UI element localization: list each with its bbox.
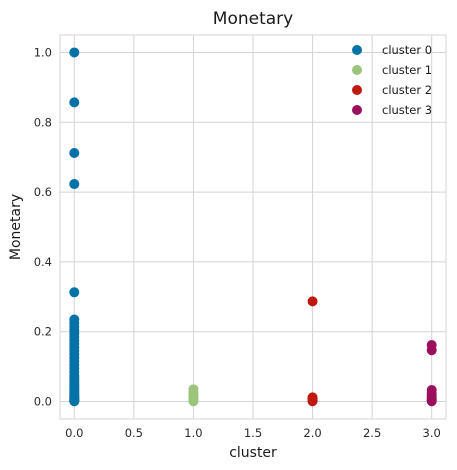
legend-marker — [352, 65, 362, 75]
legend-marker — [352, 105, 362, 115]
x-axis-label: cluster — [229, 445, 277, 461]
legend-label: cluster 1 — [382, 63, 432, 77]
y-tick-labels: 0.0 0.2 0.4 0.6 0.8 1.0 — [34, 45, 52, 408]
y-tick-label: 0.0 — [34, 395, 52, 409]
x-tick-labels: 0.0 0.5 1.0 1.5 2.0 2.5 3.0 — [65, 426, 441, 440]
data-point-cluster-0 — [69, 47, 80, 58]
y-tick-label: 0.8 — [34, 115, 52, 129]
y-tick-label: 0.2 — [34, 325, 52, 339]
legend-label: cluster 3 — [382, 103, 432, 117]
plot-frame — [59, 34, 447, 420]
y-tick-label: 0.4 — [34, 255, 52, 269]
x-tick-label: 2.5 — [363, 426, 381, 440]
grid-lines — [59, 34, 447, 420]
legend-label: cluster 2 — [382, 83, 432, 97]
x-tick-label: 3.0 — [423, 426, 441, 440]
x-tick-label: 1.5 — [244, 426, 262, 440]
data-point-cluster-0 — [69, 287, 80, 298]
data-point-cluster-3 — [426, 345, 437, 356]
x-tick-label: 1.0 — [184, 426, 202, 440]
x-tick-label: 0.5 — [125, 426, 143, 440]
data-point-cluster-0 — [69, 97, 80, 108]
legend-marker — [352, 85, 362, 95]
data-point-cluster-2 — [307, 396, 318, 407]
x-tick-label: 2.0 — [303, 426, 321, 440]
legend-label: cluster 0 — [382, 43, 432, 57]
y-tick-label: 1.0 — [34, 45, 52, 59]
legend: cluster 0 cluster 1 cluster 2 cluster 3 — [352, 43, 432, 117]
data-point-cluster-2 — [307, 296, 318, 307]
data-point-cluster-0 — [69, 179, 80, 190]
data-point-cluster-3 — [426, 396, 437, 407]
y-tick-label: 0.6 — [34, 185, 52, 199]
chart-title: Monetary — [213, 9, 293, 29]
data-points — [69, 47, 437, 407]
y-axis-label: Monetary — [8, 194, 24, 260]
legend-marker — [352, 45, 362, 55]
data-point-cluster-0 — [69, 147, 80, 158]
data-point-cluster-0 — [69, 396, 80, 407]
x-tick-label: 0.0 — [65, 426, 83, 440]
data-point-cluster-1 — [188, 396, 199, 407]
